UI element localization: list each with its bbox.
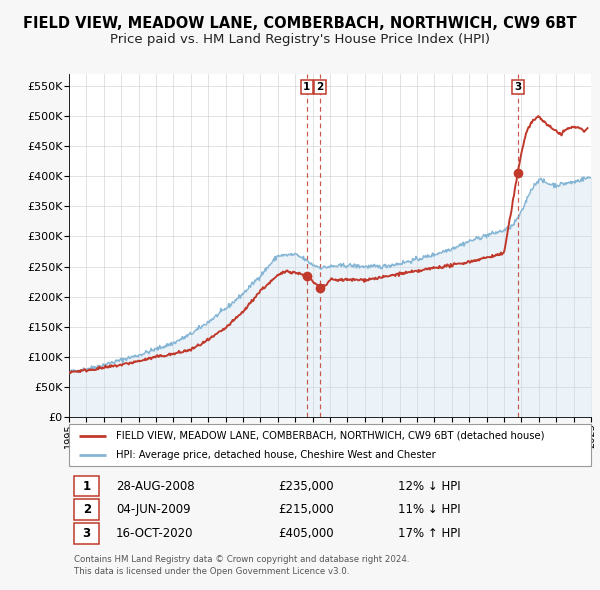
- Text: £405,000: £405,000: [278, 527, 334, 540]
- Text: 28-AUG-2008: 28-AUG-2008: [116, 480, 194, 493]
- FancyBboxPatch shape: [74, 499, 99, 520]
- Text: FIELD VIEW, MEADOW LANE, COMBERBACH, NORTHWICH, CW9 6BT: FIELD VIEW, MEADOW LANE, COMBERBACH, NOR…: [23, 16, 577, 31]
- Text: 11% ↓ HPI: 11% ↓ HPI: [398, 503, 460, 516]
- Text: Price paid vs. HM Land Registry's House Price Index (HPI): Price paid vs. HM Land Registry's House …: [110, 33, 490, 46]
- Text: £215,000: £215,000: [278, 503, 334, 516]
- Text: 2: 2: [316, 82, 323, 92]
- Text: 2: 2: [83, 503, 91, 516]
- FancyBboxPatch shape: [69, 424, 591, 466]
- Text: FIELD VIEW, MEADOW LANE, COMBERBACH, NORTHWICH, CW9 6BT (detached house): FIELD VIEW, MEADOW LANE, COMBERBACH, NOR…: [116, 431, 544, 441]
- Text: 17% ↑ HPI: 17% ↑ HPI: [398, 527, 460, 540]
- Text: 1: 1: [303, 82, 310, 92]
- Text: Contains HM Land Registry data © Crown copyright and database right 2024.
This d: Contains HM Land Registry data © Crown c…: [74, 555, 410, 575]
- FancyBboxPatch shape: [74, 523, 99, 543]
- FancyBboxPatch shape: [74, 476, 99, 496]
- Text: 04-JUN-2009: 04-JUN-2009: [116, 503, 191, 516]
- Text: 12% ↓ HPI: 12% ↓ HPI: [398, 480, 460, 493]
- Text: £235,000: £235,000: [278, 480, 334, 493]
- Text: 3: 3: [83, 527, 91, 540]
- Text: 16-OCT-2020: 16-OCT-2020: [116, 527, 193, 540]
- Text: 1: 1: [83, 480, 91, 493]
- Text: HPI: Average price, detached house, Cheshire West and Chester: HPI: Average price, detached house, Ches…: [116, 450, 436, 460]
- Text: 3: 3: [514, 82, 521, 92]
